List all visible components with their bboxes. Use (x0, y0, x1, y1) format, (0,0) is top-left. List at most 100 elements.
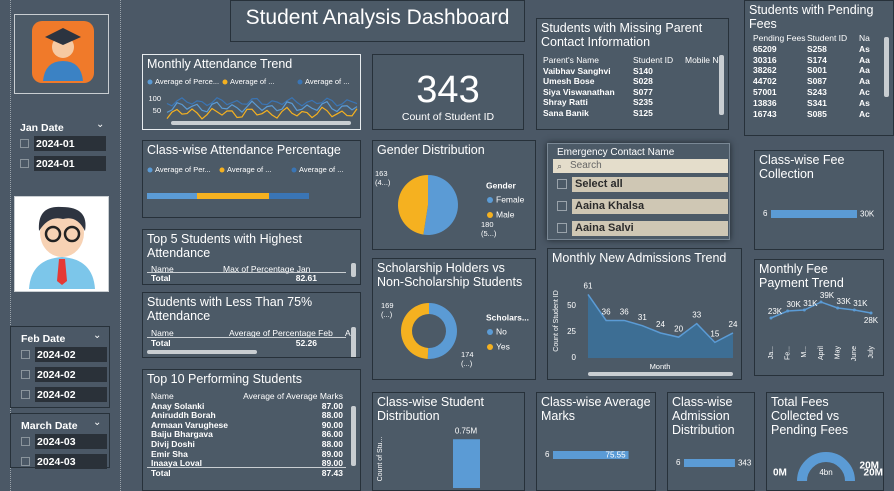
hscroll (171, 121, 351, 125)
legend-label: Female (496, 194, 525, 204)
panel: Class-wise Admission Distribution 6 343 (667, 392, 755, 491)
chart: 23K Ja... 30K Fe... 31K M... 39K April 33K May 31K… (768, 291, 879, 361)
slicer-title: Feb Date (21, 333, 66, 345)
slicer-item: 2024-02 (37, 369, 76, 381)
panel: Top 5 Students with Highest Attendance Na… (142, 229, 361, 285)
checkbox[interactable] (20, 139, 29, 148)
checkbox[interactable] (557, 201, 567, 211)
logo-body (43, 61, 83, 81)
checkbox[interactable] (21, 370, 30, 379)
data-label: 20 (674, 324, 683, 333)
table-cell: Aa (859, 76, 870, 87)
logo-icon (32, 21, 94, 83)
table-cell: 30316 (753, 54, 777, 65)
table-cell: S001 (807, 65, 827, 76)
slice-label: (4...) (375, 178, 391, 187)
table-cell: Vaibhav Sanghvi (543, 65, 611, 76)
y-tick-label: 100 (148, 94, 161, 103)
slice-label: (5...) (481, 229, 497, 238)
trend-line (166, 96, 358, 107)
slice-value: 174 (461, 350, 474, 359)
table-cell: Anay Solanki (151, 400, 205, 411)
checkbox[interactable] (21, 437, 30, 446)
panel-title: Students with Less Than 75% Attendance (147, 295, 313, 323)
table-cell: 87.00 (321, 400, 343, 411)
checkbox[interactable] (21, 457, 30, 466)
value-label: 0.75M (455, 426, 478, 435)
panel-title: Students with Missing Parent Contact Inf… (541, 21, 703, 49)
legend-label: Average of ... (299, 165, 343, 174)
panel: Emergency Contact Name ⌕ Search Select all A… (547, 143, 730, 240)
panel: Top 10 Performing Students Name Average of… (142, 369, 361, 491)
panel-title: Monthly Attendance Trend (147, 57, 293, 71)
x-tick-label: Fe... (785, 346, 792, 360)
column-header: Student ID (633, 55, 674, 65)
search-placeholder: Search (570, 160, 602, 171)
panel: Gender Distribution 180 (5...) Female 163 (4.… (372, 140, 536, 250)
hscroll (588, 372, 733, 376)
table-cell: S174 (807, 54, 827, 65)
legend-dot (291, 167, 297, 173)
checkbox[interactable] (557, 179, 567, 189)
panel-title: Monthly New Admissions Trend (552, 251, 727, 265)
category-label: 6 (676, 458, 681, 467)
slicer-title: Jan Date (20, 122, 64, 134)
table-cell: S087 (807, 76, 827, 87)
y-tick-label: 0 (572, 353, 577, 362)
chart: Count of Student ID 0 25 50 61 36 36 31 24 20 33 15… (553, 281, 738, 376)
checkbox[interactable] (21, 350, 30, 359)
legend-label: Yes (496, 341, 510, 351)
slice-value: 163 (375, 169, 388, 178)
legend-dot (297, 79, 303, 85)
data-label: 31K (803, 299, 818, 308)
data-label: 39K (820, 291, 835, 300)
slicer-item: Aaina Salvi (575, 222, 634, 234)
x-tick-label: Ja... (768, 346, 775, 359)
item-bg (34, 136, 106, 151)
item-bg (572, 199, 728, 214)
search-box[interactable] (553, 159, 728, 173)
guide-line (10, 0, 11, 491)
table-cell: 88.00 (321, 410, 343, 421)
checkbox[interactable] (557, 223, 567, 233)
table-cell: Aa (859, 65, 870, 76)
panel: Class-wise Student Distribution Count of … (372, 392, 525, 491)
panel: Monthly Fee Payment Trend 23K Ja... 30K Fe..… (754, 259, 884, 376)
data-label: 30K (787, 300, 802, 309)
total-cell: 82.61 (295, 273, 317, 283)
total-cell: 87.43 (321, 467, 343, 478)
column-header: Name (151, 328, 174, 338)
column-header: Name (151, 391, 174, 401)
bar (684, 459, 735, 467)
scrollbar (884, 37, 889, 97)
value-label: 75.55 (606, 451, 627, 460)
data-label: 28K (864, 316, 879, 325)
item-bg (572, 177, 728, 192)
chart: Average of Perce... Average of ... Average… (147, 77, 358, 125)
slicer[interactable]: Jan Date ⌄ 2024-01 2024-01 (14, 116, 110, 180)
point (852, 308, 856, 312)
kpi-label: Count of Student ID (401, 111, 495, 123)
table-cell: Siya Viswanathan (543, 86, 615, 97)
legend-dot (487, 344, 493, 350)
gauge-target: 20M (860, 461, 879, 472)
slice (401, 303, 429, 359)
table-cell: 89.00 (321, 458, 343, 469)
avatar-tie (57, 259, 67, 285)
table-cell: Sana Banik (543, 107, 589, 118)
slice-label: (...) (381, 310, 393, 319)
table-cell: S085 (807, 108, 827, 119)
table-cell: Aa (859, 54, 870, 65)
checkbox[interactable] (21, 390, 30, 399)
table-cell: S125 (633, 107, 653, 118)
legend-title: Scholars... (486, 312, 529, 322)
logo-frame (14, 14, 109, 94)
y-tick-label: 50 (153, 106, 161, 115)
chart: 180(5...) Female 163(4...) Male Gender (375, 169, 525, 238)
slicer[interactable]: Feb Date ⌄ 2024-02 2024-02 2024-02 (10, 326, 110, 408)
value-label: 30K (860, 210, 875, 219)
x-tick-label: June (851, 346, 858, 361)
slicer[interactable]: March Date ⌄ 2024-03 2024-03 (10, 413, 110, 469)
checkbox[interactable] (20, 159, 29, 168)
